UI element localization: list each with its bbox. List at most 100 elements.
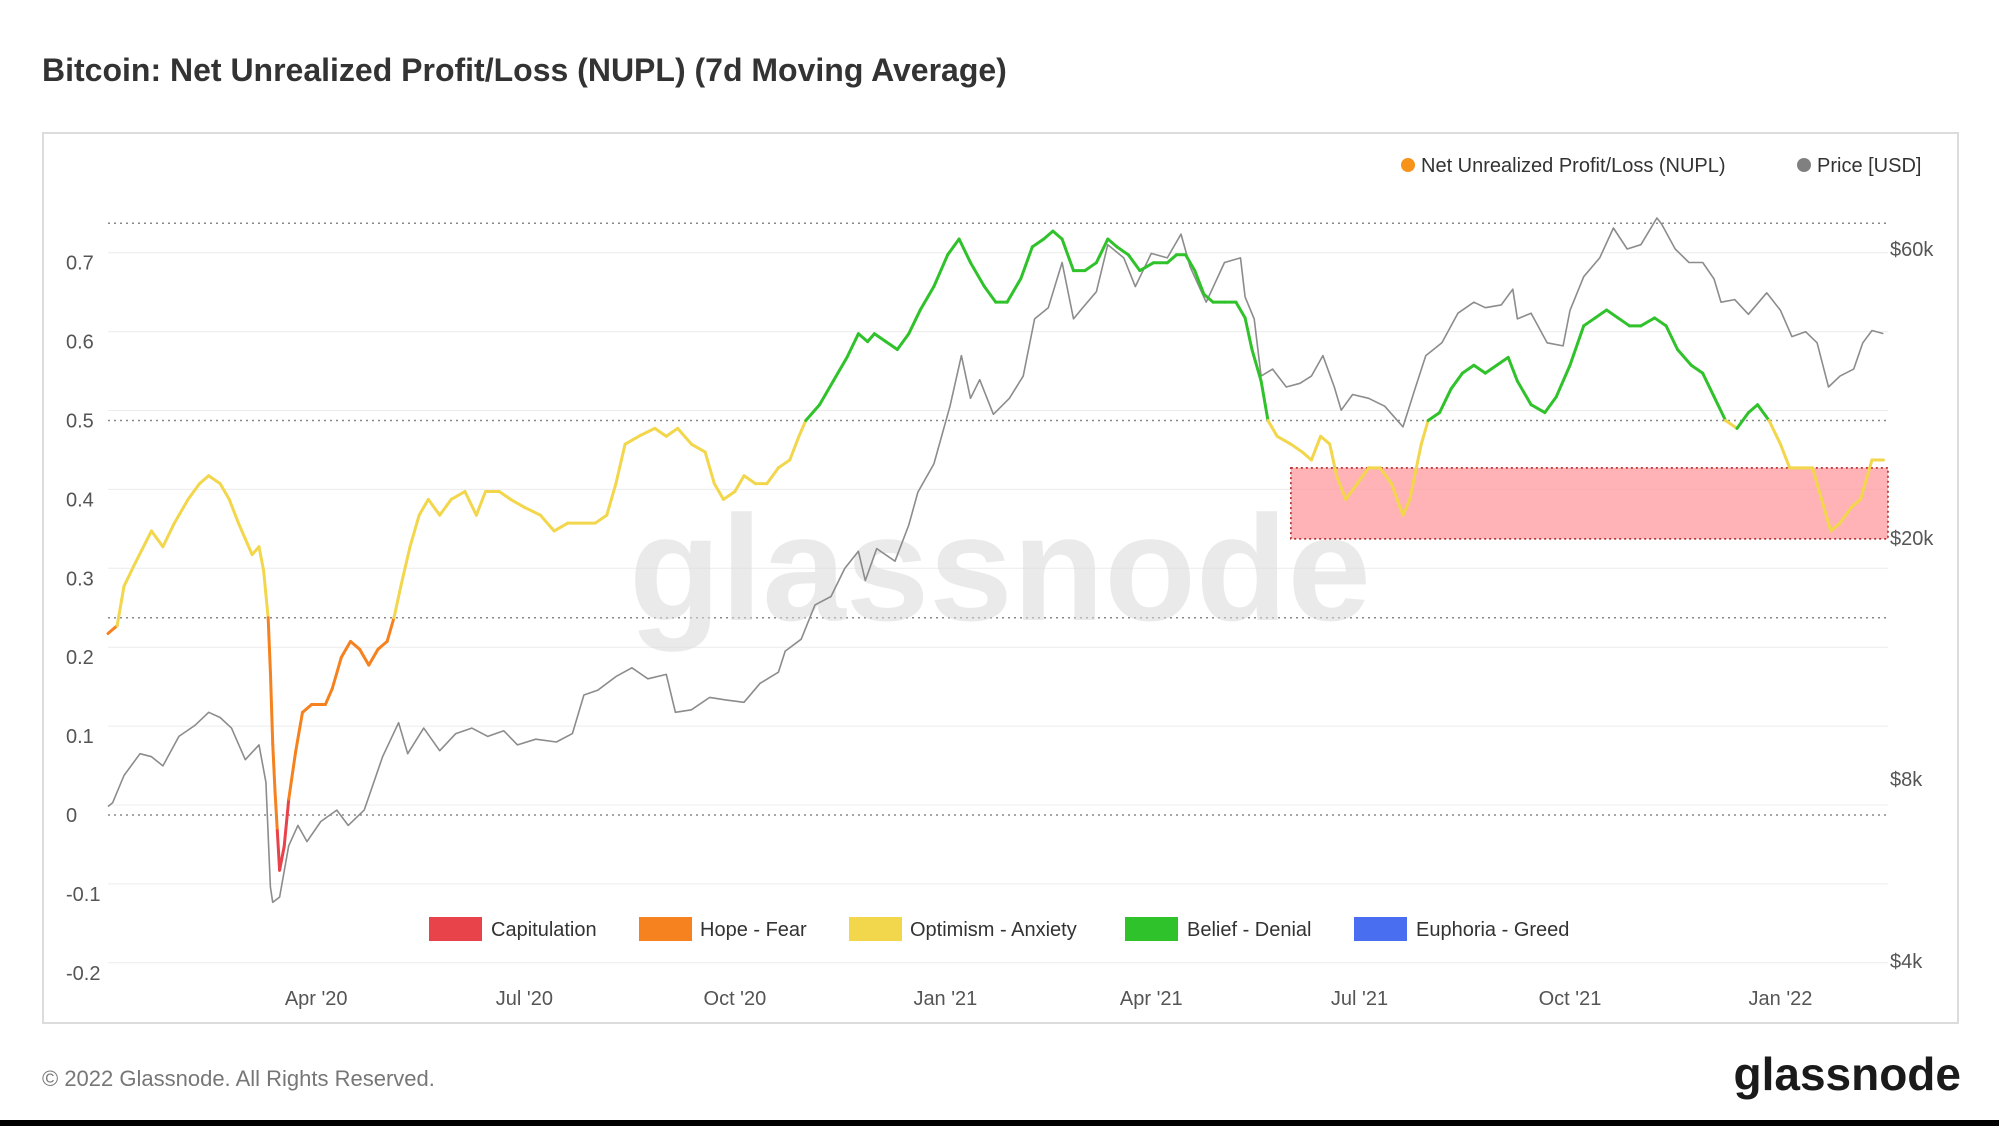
nupl-segment	[1426, 411, 1442, 422]
nupl-segment	[367, 647, 380, 667]
legend-capitulation-swatch	[429, 917, 482, 941]
nupl-segment	[1094, 237, 1110, 265]
y-left-tick-label: -0.2	[66, 963, 100, 985]
nupl-segment	[1582, 316, 1597, 328]
nupl-segment	[243, 537, 254, 557]
nupl-segment	[474, 490, 488, 517]
nupl-segment	[122, 561, 137, 588]
nupl-segment	[918, 284, 936, 312]
nupl-segment	[1605, 308, 1620, 320]
nupl-segment	[1042, 229, 1055, 241]
bottom-border	[0, 1120, 1999, 1126]
y-left-tick-label: 0.5	[66, 411, 94, 433]
nupl-segment	[1495, 355, 1510, 367]
nupl-segment	[712, 482, 725, 501]
nupl-segment	[426, 497, 442, 517]
nupl-segment	[1543, 395, 1558, 415]
nupl-segment	[186, 482, 202, 501]
nupl-segment	[133, 529, 153, 565]
legend-hope-fear-swatch	[639, 917, 692, 941]
nupl-segment	[278, 845, 286, 872]
nupl-segment	[721, 490, 737, 501]
legend-euphoria-greed-swatch	[1354, 917, 1407, 941]
legend-hope-fear-label: Hope - Fear	[700, 919, 807, 941]
copyright: © 2022 Glassnode. All Rights Reserved.	[42, 1066, 435, 1091]
x-tick-label: Jan '22	[1749, 988, 1813, 1010]
nupl-segment	[957, 237, 973, 265]
nupl-segment	[1355, 466, 1371, 486]
nupl-segment	[1483, 363, 1499, 375]
nupl-segment	[392, 584, 403, 620]
nupl-segment	[1676, 347, 1693, 367]
nupl-segment	[1664, 324, 1680, 351]
y-right-axis: $60k $20k $8k $4k	[1890, 239, 1934, 973]
legend-optimism-anxiety-swatch	[849, 917, 902, 941]
nupl-segment	[1259, 379, 1270, 422]
nupl-segment	[1408, 442, 1423, 501]
chart-title: Bitcoin: Net Unrealized Profit/Loss (NUP…	[42, 52, 1007, 88]
nupl-segment	[866, 332, 876, 344]
nupl-segment	[614, 442, 627, 486]
nupl-segment	[1529, 403, 1547, 415]
nupl-segment	[497, 490, 513, 501]
nupl-segment	[1724, 419, 1739, 430]
nupl-segment	[287, 750, 298, 801]
nupl-segment	[1838, 505, 1853, 525]
nupl-segment	[399, 545, 412, 588]
nupl-segment	[358, 647, 371, 667]
y-left-tick-label: 0.2	[66, 647, 94, 669]
nupl-segment	[1234, 300, 1247, 320]
nupl-segment	[198, 474, 211, 486]
nupl-segment	[1083, 261, 1098, 273]
nupl-segment	[282, 797, 291, 849]
nupl-segment	[1030, 237, 1046, 249]
legend-belief-denial-swatch	[1125, 917, 1178, 941]
nupl-segment	[509, 497, 526, 509]
nupl-segment	[1593, 308, 1609, 320]
y-right-tick-label: $4k	[1890, 951, 1923, 973]
nupl-segment	[788, 434, 801, 462]
nupl-segment	[172, 497, 190, 525]
nupl-segment	[1328, 442, 1339, 478]
nupl-segment	[1419, 419, 1430, 446]
nupl-segment	[1300, 450, 1313, 462]
nupl-segment	[653, 426, 668, 438]
y-left-tick-label: 0.1	[66, 726, 94, 748]
brand-logo: glassnode	[1733, 1048, 1961, 1100]
nupl-segment	[236, 521, 247, 541]
nupl-segment	[1767, 419, 1782, 446]
nupl-segment	[300, 703, 314, 714]
nupl-segment	[522, 505, 542, 517]
y-left-tick-label: 0	[66, 805, 77, 827]
nupl-segment	[623, 434, 641, 446]
nupl-segment	[1184, 253, 1197, 273]
legend-nupl-label: Net Unrealized Profit/Loss (NUPL)	[1421, 155, 1726, 177]
nupl-segment	[218, 482, 231, 501]
nupl-segment	[349, 639, 362, 651]
x-tick-label: Jul '20	[496, 988, 553, 1010]
nupl-segment	[1568, 324, 1586, 367]
nupl-segment	[538, 513, 556, 533]
legend-nupl-marker	[1401, 158, 1415, 172]
nupl-segment	[1438, 387, 1453, 415]
legend-capitulation-label: Capitulation	[491, 919, 597, 941]
nupl-segment	[1126, 253, 1142, 273]
nupl-segment	[1401, 497, 1412, 517]
nupl-segment	[1378, 466, 1394, 486]
nupl-segment	[872, 332, 888, 344]
nupl-segment	[106, 624, 119, 636]
y-left-tick-label: 0.4	[66, 489, 94, 511]
nupl-segment	[339, 639, 353, 659]
nupl-segment	[1344, 482, 1359, 501]
price-line	[107, 217, 1884, 904]
nupl-segment	[1250, 347, 1263, 383]
nupl-segment	[742, 474, 757, 486]
nupl-segment	[207, 474, 222, 486]
nupl-segment	[676, 426, 693, 446]
nupl-segment	[273, 789, 279, 833]
legend-top: Net Unrealized Profit/Loss (NUPL) Price …	[1401, 155, 1921, 177]
nupl-segment	[1019, 245, 1034, 280]
x-tick-label: Oct '20	[704, 988, 767, 1010]
y-left-tick-label: 0.7	[66, 253, 94, 275]
